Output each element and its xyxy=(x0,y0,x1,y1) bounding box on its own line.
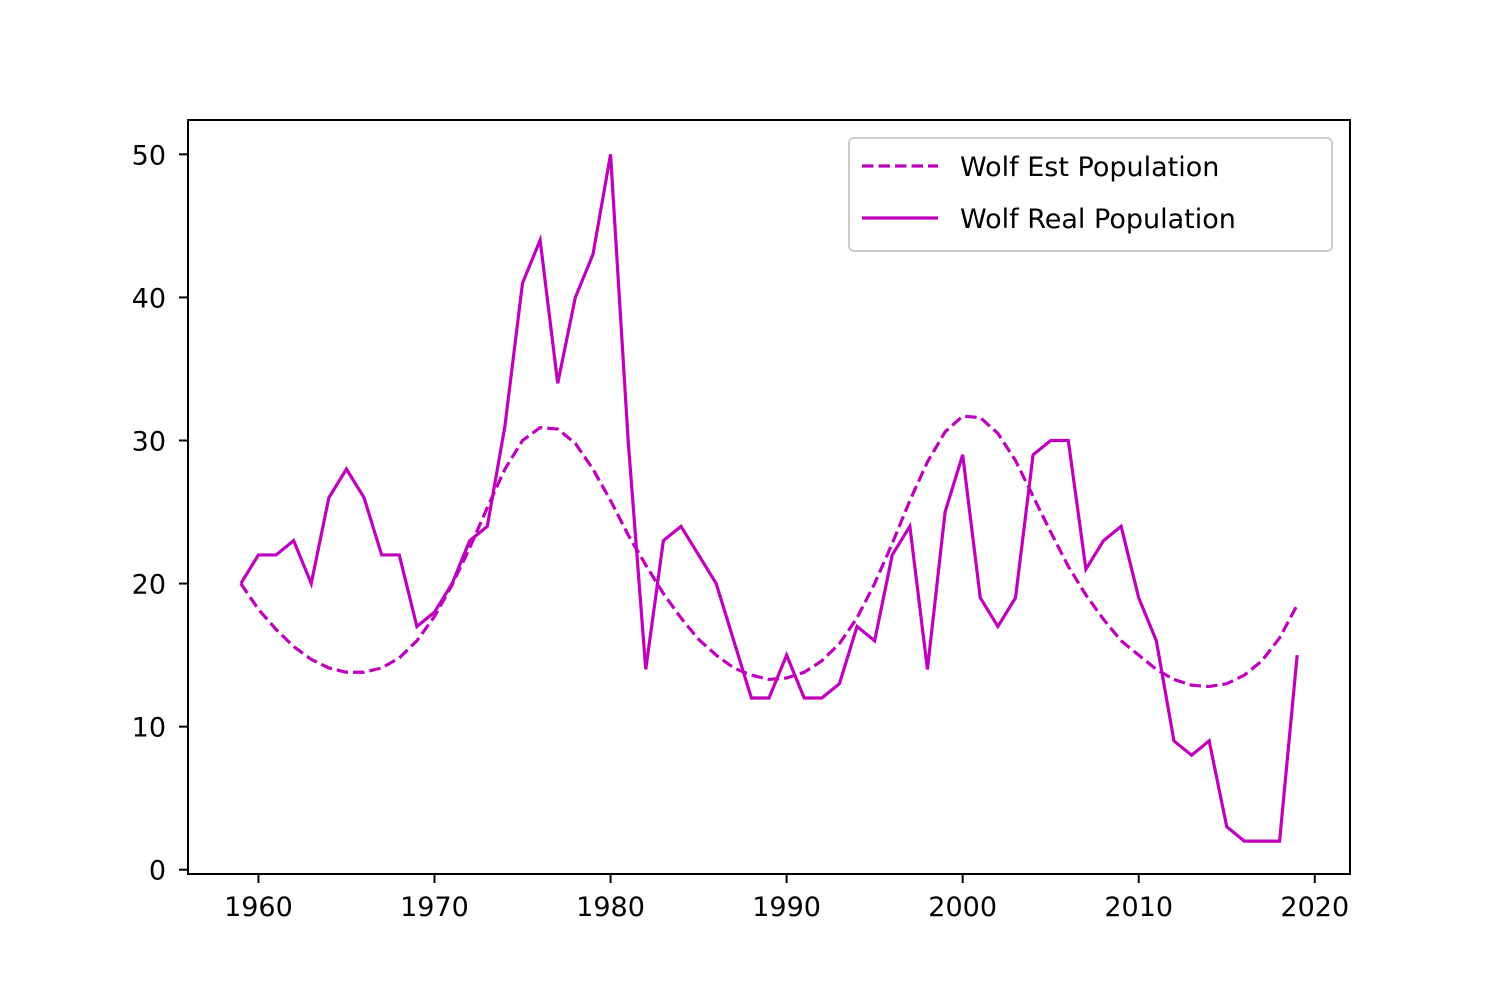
x-tick-label: 2000 xyxy=(928,892,997,923)
series-layer xyxy=(239,154,1299,843)
y-tick-label: 0 xyxy=(149,856,166,887)
axes-frame xyxy=(187,119,1351,875)
legend-label-est: Wolf Est Population xyxy=(960,152,1219,183)
x-tick-label: 2020 xyxy=(1280,892,1349,923)
y-tick-label: 30 xyxy=(132,426,166,457)
series-line-real xyxy=(239,154,1299,843)
x-tick-label: 1980 xyxy=(576,892,645,923)
y-tick-label: 40 xyxy=(132,283,166,314)
x-axis: 1960 1970 1980 1990 2000 2010 2020 xyxy=(224,874,1349,923)
y-tick-label: 10 xyxy=(132,713,166,744)
legend-box xyxy=(848,137,1333,252)
legend-label-real: Wolf Real Population xyxy=(960,204,1236,235)
x-tick-label: 1960 xyxy=(224,892,293,923)
y-tick-label: 20 xyxy=(132,570,166,601)
series-line-est xyxy=(239,414,1299,689)
legend: Wolf Est Population Wolf Real Population xyxy=(848,137,1333,252)
x-tick-label: 1970 xyxy=(400,892,469,923)
y-tick-label: 50 xyxy=(132,140,166,171)
y-axis: 0 10 20 30 40 50 xyxy=(132,140,188,887)
x-tick-label: 1990 xyxy=(752,892,821,923)
x-tick-label: 2010 xyxy=(1104,892,1173,923)
